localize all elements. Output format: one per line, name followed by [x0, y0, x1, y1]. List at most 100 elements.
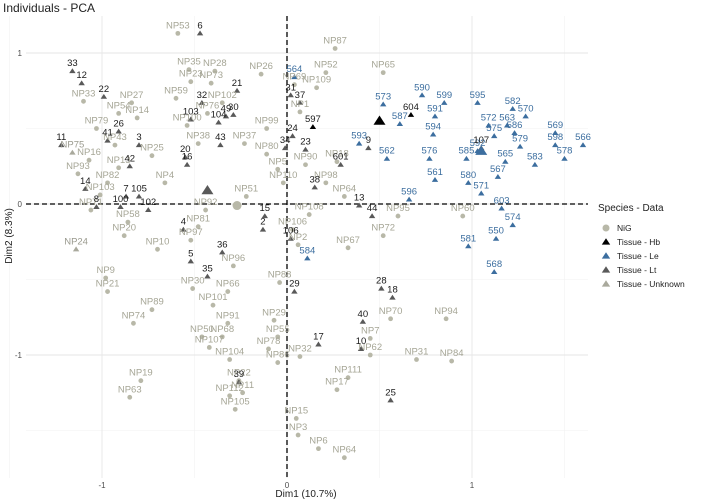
point-nig — [188, 79, 194, 85]
point-nig — [134, 115, 140, 121]
point-tissue — [135, 193, 143, 199]
point-label: NP82 — [96, 170, 120, 181]
point-tissue — [315, 341, 322, 347]
point-nig — [190, 286, 196, 291]
point-nig — [112, 142, 118, 148]
point-tissue — [182, 154, 189, 160]
point-nig — [105, 289, 110, 294]
point-nig — [275, 334, 281, 340]
point-label: 102 — [140, 197, 156, 208]
point-label: 18 — [387, 285, 398, 296]
point-label: 34 — [280, 135, 291, 146]
point-nig — [212, 68, 218, 74]
point-nig — [449, 358, 455, 364]
point-tissue — [78, 80, 85, 86]
point-label: 31 — [285, 82, 296, 93]
point-tissue — [478, 190, 485, 196]
point-tissue — [69, 149, 76, 155]
point-label: NP110 — [269, 170, 297, 181]
point-tissue — [291, 74, 298, 80]
point-nig — [116, 111, 122, 116]
point-label: 39 — [234, 369, 245, 380]
point-label: 40 — [358, 309, 369, 320]
point-nig — [388, 316, 393, 322]
legend-label: Tissue - Lt — [617, 265, 657, 275]
point-tissue — [552, 130, 559, 136]
point-tissue — [187, 116, 194, 122]
point-label: 581 — [460, 233, 476, 244]
point-label: NP88 — [268, 270, 292, 281]
point-label: 12 — [76, 70, 87, 81]
point-tissue — [215, 119, 222, 125]
point-nig — [116, 165, 122, 171]
point-nig — [443, 316, 449, 322]
point-tissue — [58, 142, 65, 148]
points — [58, 30, 587, 461]
point-tissue — [522, 113, 529, 119]
point-label: 4 — [181, 217, 186, 228]
point-tissue — [100, 93, 108, 99]
point-label: 103 — [183, 106, 199, 117]
point-tissue — [579, 142, 587, 148]
point-nig — [86, 157, 92, 163]
point-tissue — [503, 122, 511, 128]
point-label: NP5 — [269, 156, 287, 167]
x-tick-label: 0 — [285, 481, 290, 490]
point-tissue — [117, 204, 124, 210]
point-tissue — [405, 196, 413, 202]
point-label: NP98 — [314, 170, 338, 181]
point-label: 587 — [392, 111, 408, 122]
point-tissue — [296, 99, 304, 105]
point-label: 550 — [488, 226, 504, 237]
point-nig — [295, 242, 301, 248]
point-nig — [127, 394, 133, 400]
point-label: NP17 — [325, 377, 349, 388]
point-label: 594 — [425, 122, 441, 133]
y-axis-title: Dim2 (8.3%) — [4, 208, 15, 264]
point-tissue — [491, 133, 498, 139]
point-label: 598 — [547, 132, 563, 143]
point-label: NP71 — [79, 197, 103, 208]
point-label: 563 — [499, 112, 515, 123]
point-tissue — [104, 137, 111, 143]
point-label: NP35 — [177, 57, 201, 68]
point-label: NP86 — [266, 350, 290, 361]
point-nig — [81, 98, 86, 104]
point-tissue — [492, 235, 500, 241]
point-nig — [264, 151, 270, 157]
point-tissue — [233, 87, 241, 93]
point-label: NP28 — [203, 58, 227, 69]
grid — [9, 16, 588, 478]
point-label: NP70 — [379, 306, 403, 317]
point-nig — [314, 85, 319, 91]
point-tissue — [196, 30, 204, 36]
point-label: 565 — [497, 149, 513, 160]
point-label: 567 — [490, 164, 506, 175]
point-label: NP93 — [66, 161, 90, 172]
point-nig — [271, 317, 277, 323]
point-label: 597 — [305, 114, 321, 125]
point-label: 22 — [99, 84, 110, 95]
point-tissue — [82, 186, 89, 191]
point-nig — [121, 233, 127, 239]
point-tissue — [287, 92, 294, 98]
point-label: 16 — [182, 152, 193, 163]
point-tissue — [431, 113, 439, 119]
point-label: NP31 — [405, 347, 429, 358]
point-label: NP37 — [233, 131, 257, 142]
legend-label: Tissue - Hb — [617, 237, 660, 247]
point-label: NP91 — [216, 310, 240, 321]
point-nig — [125, 219, 131, 225]
point-nig — [380, 70, 386, 76]
point-nig — [199, 334, 205, 340]
point-nig — [97, 192, 103, 198]
point-label: NP24 — [64, 236, 88, 247]
point-label: NP106 — [278, 217, 307, 228]
point-label: NP84 — [440, 348, 464, 359]
point-nig — [266, 346, 271, 352]
point-label: NP55 — [266, 324, 290, 335]
point-label: NP10 — [146, 236, 170, 247]
point-tissue — [441, 99, 448, 105]
point-tissue — [198, 99, 206, 105]
